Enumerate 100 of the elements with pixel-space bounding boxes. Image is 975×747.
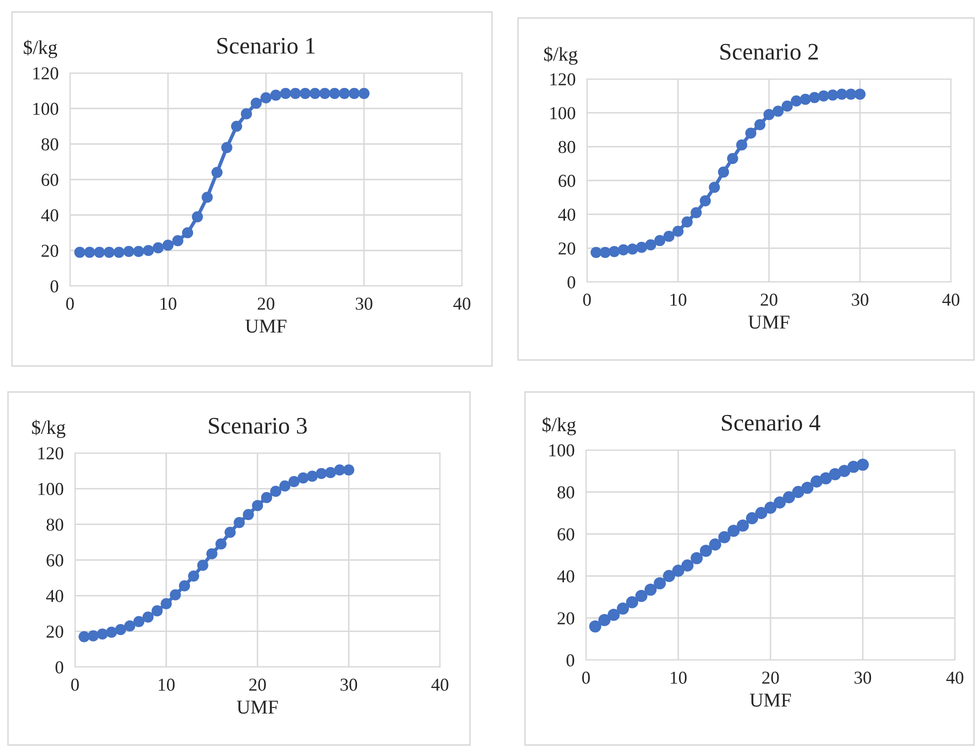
y-tick-label: 40: [558, 208, 576, 221]
y-axis-title: $/kg: [542, 417, 576, 436]
x-axis-title: UMF: [748, 316, 790, 329]
point: [801, 482, 814, 494]
x-tick-label: 20: [762, 672, 779, 684]
point: [598, 614, 611, 626]
y-tick-label: 100: [33, 102, 58, 115]
point: [736, 139, 748, 151]
point: [608, 246, 620, 258]
point: [654, 577, 666, 590]
x-tick-label: 0: [71, 678, 79, 691]
point: [755, 506, 768, 520]
point: [74, 246, 86, 258]
point: [290, 88, 301, 99]
point: [270, 90, 282, 101]
point: [306, 470, 318, 482]
x-tick-label: 30: [356, 298, 372, 310]
point: [348, 88, 360, 99]
point: [746, 512, 758, 524]
point: [160, 598, 172, 610]
x-tick-label: 40: [942, 294, 960, 306]
point: [96, 628, 108, 640]
point: [589, 620, 602, 632]
point: [113, 246, 125, 258]
point: [774, 496, 786, 509]
y-tick-label: 120: [550, 73, 576, 86]
point: [178, 580, 190, 592]
point: [690, 207, 702, 218]
point: [270, 486, 282, 497]
point: [820, 472, 832, 484]
point: [790, 95, 802, 107]
point: [260, 92, 272, 104]
y-tick-label: 40: [41, 209, 58, 222]
chart-title: Scenario 3: [208, 418, 307, 434]
point: [654, 235, 666, 246]
point: [782, 100, 793, 112]
point: [358, 88, 370, 99]
point: [231, 120, 242, 132]
point: [782, 491, 796, 504]
point: [800, 94, 811, 105]
point: [224, 526, 236, 538]
point: [808, 92, 820, 104]
point: [240, 108, 252, 120]
point: [763, 108, 775, 120]
point: [123, 246, 134, 257]
point: [764, 502, 777, 514]
point: [88, 630, 99, 642]
y-tick-label: 80: [558, 140, 576, 154]
point: [838, 464, 850, 478]
point: [78, 631, 90, 642]
point: [316, 468, 327, 480]
y-axis-title: $/kg: [24, 40, 58, 58]
point: [728, 524, 740, 537]
x-tick-label: 30: [852, 294, 868, 306]
point: [211, 166, 223, 178]
x-tick-label: 30: [340, 678, 358, 691]
y-tick-label: 60: [42, 174, 58, 186]
y-tick-label: 100: [550, 107, 576, 120]
point: [644, 584, 657, 596]
point: [636, 242, 648, 253]
x-tick-label: 40: [946, 672, 964, 684]
point: [250, 98, 262, 109]
point: [152, 242, 164, 254]
point: [162, 240, 174, 251]
y-tick-label: 40: [557, 570, 574, 582]
y-tick-label: 80: [46, 518, 64, 531]
point: [662, 570, 676, 582]
point: [338, 88, 350, 99]
x-tick-label: 20: [258, 298, 274, 310]
point: [600, 246, 611, 258]
point: [645, 239, 656, 250]
point: [681, 559, 694, 572]
x-tick-label: 10: [670, 294, 686, 306]
point: [635, 590, 648, 602]
x-tick-label: 30: [854, 672, 872, 684]
point: [170, 589, 181, 600]
point: [700, 544, 712, 557]
point: [309, 88, 321, 99]
point: [829, 468, 842, 480]
point: [626, 596, 638, 608]
point: [672, 564, 684, 577]
point: [252, 500, 264, 512]
y-tick-label: 60: [558, 174, 576, 187]
point: [810, 475, 823, 488]
point: [300, 88, 311, 99]
point: [142, 244, 154, 256]
y-tick-label: 80: [558, 486, 574, 498]
point: [152, 605, 163, 616]
chart-title: Scenario 2: [720, 44, 818, 60]
point: [188, 570, 200, 582]
point: [329, 88, 340, 99]
x-tick-label: 10: [160, 298, 176, 310]
y-tick-label: 20: [42, 244, 58, 257]
point: [727, 152, 738, 164]
point: [682, 216, 693, 228]
point: [133, 246, 144, 257]
y-tick-label: 20: [46, 626, 64, 638]
point: [319, 88, 330, 99]
point: [772, 106, 784, 117]
point: [94, 246, 105, 258]
